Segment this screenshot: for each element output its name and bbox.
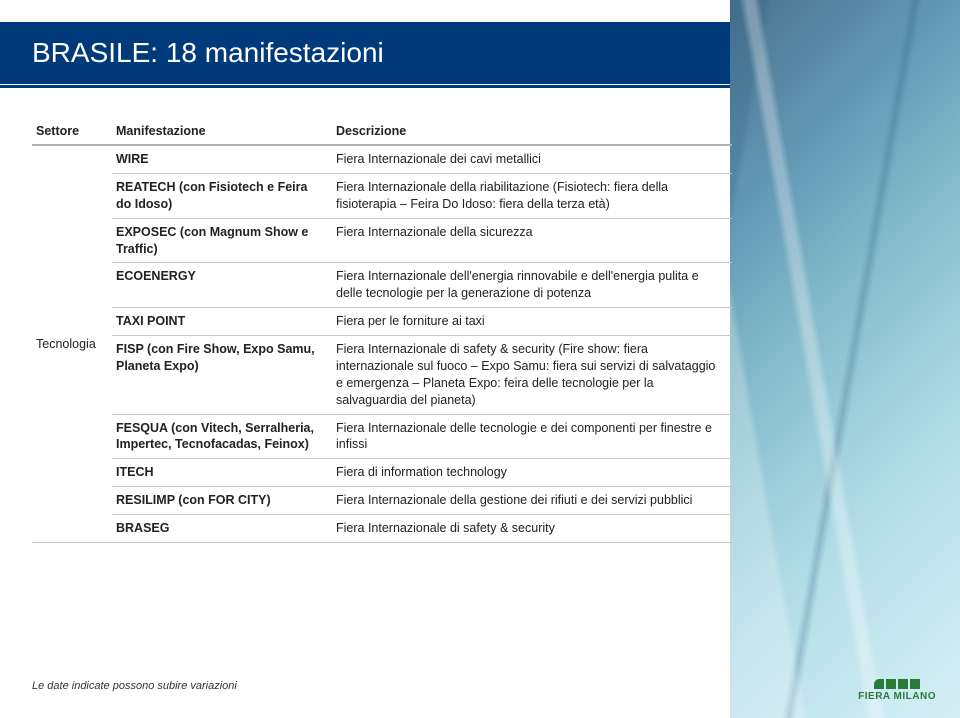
- cell-desc: Fiera Internazionale delle tecnologie e …: [332, 414, 732, 459]
- col-header-manifestazione: Manifestazione: [112, 118, 332, 145]
- slide-title: BRASILE: 18 manifestazioni: [32, 37, 384, 69]
- fiera-milano-logo: FIERA MILANO: [858, 679, 936, 702]
- footer-note: Le date indicate possono subire variazio…: [32, 680, 237, 692]
- table-row: RESILIMP (con FOR CITY) Fiera Internazio…: [32, 487, 732, 515]
- table-row: ITECH Fiera di information technology: [32, 459, 732, 487]
- table-row: Tecnologia WIRE Fiera Internazionale dei…: [32, 145, 732, 173]
- settore-cell: Tecnologia: [32, 145, 112, 542]
- cell-desc: Fiera Internazionale di safety & securit…: [332, 515, 732, 543]
- table-header-row: Settore Manifestazione Descrizione: [32, 118, 732, 145]
- table-row: REATECH (con Fisiotech e Feira do Idoso)…: [32, 173, 732, 218]
- table-row: FISP (con Fire Show, Expo Samu, Planeta …: [32, 336, 732, 415]
- cell-manif: EXPOSEC (con Magnum Show e Traffic): [112, 218, 332, 263]
- cell-manif: ITECH: [112, 459, 332, 487]
- cell-manif: ECOENERGY: [112, 263, 332, 308]
- col-header-descrizione: Descrizione: [332, 118, 732, 145]
- cell-desc: Fiera per le forniture ai taxi: [332, 308, 732, 336]
- table-row: ECOENERGY Fiera Internazionale dell'ener…: [32, 263, 732, 308]
- cell-desc: Fiera Internazionale di safety & securit…: [332, 336, 732, 415]
- table-row: EXPOSEC (con Magnum Show e Traffic) Fier…: [32, 218, 732, 263]
- col-header-settore: Settore: [32, 118, 112, 145]
- cell-desc: Fiera Internazionale della gestione dei …: [332, 487, 732, 515]
- cell-manif: FESQUA (con Vitech, Serralheria, Imperte…: [112, 414, 332, 459]
- cell-manif: REATECH (con Fisiotech e Feira do Idoso): [112, 173, 332, 218]
- table-row: FESQUA (con Vitech, Serralheria, Imperte…: [32, 414, 732, 459]
- content-area: Settore Manifestazione Descrizione Tecno…: [32, 118, 732, 543]
- cell-manif: FISP (con Fire Show, Expo Samu, Planeta …: [112, 336, 332, 415]
- slide-header-bar: BRASILE: 18 manifestazioni: [0, 22, 730, 84]
- cell-desc: Fiera Internazionale dell'energia rinnov…: [332, 263, 732, 308]
- header-underline: [0, 84, 730, 88]
- table-row: BRASEG Fiera Internazionale di safety & …: [32, 515, 732, 543]
- cell-desc: Fiera Internazionale dei cavi metallici: [332, 145, 732, 173]
- cell-manif: WIRE: [112, 145, 332, 173]
- table-row: TAXI POINT Fiera per le forniture ai tax…: [32, 308, 732, 336]
- background-image: [730, 0, 960, 718]
- cell-desc: Fiera Internazionale della sicurezza: [332, 218, 732, 263]
- cell-manif: RESILIMP (con FOR CITY): [112, 487, 332, 515]
- cell-manif: BRASEG: [112, 515, 332, 543]
- cell-desc: Fiera Internazionale della riabilitazion…: [332, 173, 732, 218]
- logo-icon: [858, 679, 936, 689]
- cell-manif: TAXI POINT: [112, 308, 332, 336]
- logo-text: FIERA MILANO: [858, 691, 936, 702]
- manifestations-table: Settore Manifestazione Descrizione Tecno…: [32, 118, 732, 543]
- cell-desc: Fiera di information technology: [332, 459, 732, 487]
